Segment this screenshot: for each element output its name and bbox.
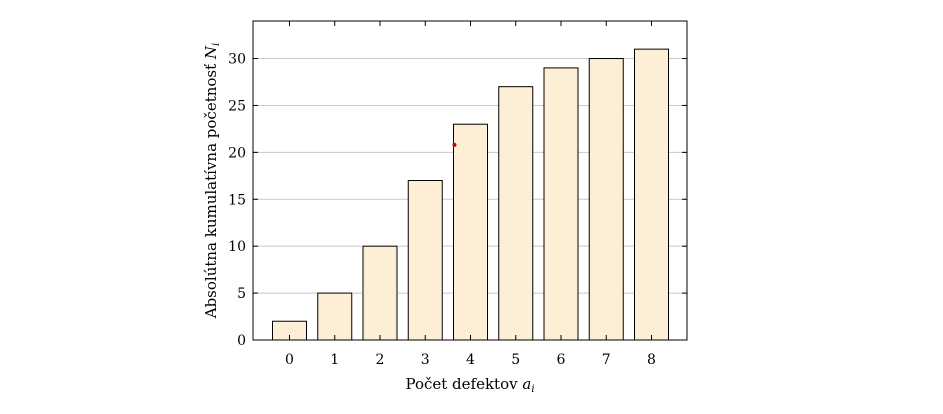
x-tick-label: 7	[602, 352, 611, 368]
y-axis-label-var: N	[202, 45, 220, 60]
y-tick-label: 5	[237, 286, 246, 302]
x-axis-label-var: a	[522, 375, 531, 393]
y-tick-label: 30	[228, 52, 246, 68]
y-tick-label: 20	[228, 145, 246, 161]
x-tick-label: 1	[330, 352, 339, 368]
bar-1	[317, 292, 353, 341]
y-tick-label: 15	[228, 192, 246, 208]
x-axis-label-text: Počet defektov	[405, 375, 522, 393]
x-tick-label: 8	[647, 352, 656, 368]
x-tick-label: 2	[376, 352, 385, 368]
bar-3	[407, 180, 443, 341]
y-tick-label: 10	[228, 239, 246, 255]
x-tick-label: 0	[285, 352, 294, 368]
bar-4	[453, 123, 488, 341]
bar-6	[543, 67, 579, 341]
bar-5	[498, 86, 534, 341]
y-tick-label: 25	[228, 98, 246, 114]
x-tick-label: 6	[557, 352, 566, 368]
x-axis-ticks: 0 1 2 3 4 5 6 7 8	[285, 21, 656, 368]
y-tick-label: 0	[237, 333, 246, 349]
x-axis-label-sub: i	[531, 384, 534, 395]
x-axis-label: Počet defektov ai	[405, 375, 534, 395]
x-tick-label: 5	[511, 352, 520, 368]
annotation-markers	[452, 142, 457, 147]
bar-2	[362, 245, 398, 341]
bars	[272, 48, 669, 341]
y-axis-label-sub: i	[211, 43, 222, 46]
bar-7	[588, 58, 624, 341]
x-tick-label: 4	[466, 352, 475, 368]
y-axis-label: Absolútna kumulatívna početnosť Ni	[202, 43, 222, 320]
bar-8	[634, 48, 669, 341]
y-axis-ticks: 0 5 10 15 20 25 30	[228, 52, 687, 349]
annotation-point	[452, 142, 457, 147]
y-axis-label-text: Absolútna kumulatívna početnosť	[202, 59, 220, 319]
x-tick-label: 3	[421, 352, 430, 368]
